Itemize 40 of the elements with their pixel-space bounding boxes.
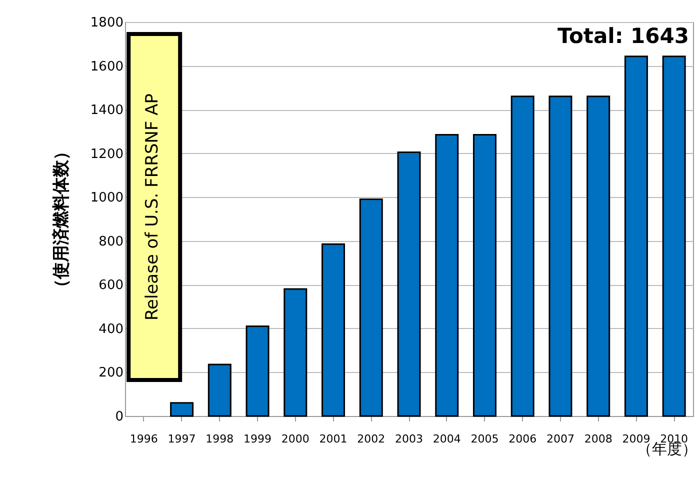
x-tick-label: 2002 [357,432,386,446]
bar [662,56,686,417]
y-tick-label: 1200 [90,146,124,162]
x-tick-label: 2000 [281,432,310,446]
band-label: Release of U.S. FRRSNF AP [142,93,162,321]
y-tick-label: 800 [98,234,124,250]
x-tick-label: 1996 [130,432,158,446]
bar [472,134,496,417]
bar [624,56,648,417]
bar [548,96,572,417]
y-tick-label: 1000 [90,190,124,206]
x-tick-label: 2003 [395,432,423,446]
bar [246,326,270,417]
y-axis-title: （使用済燃料体数） [51,143,72,296]
bar [322,243,346,417]
y-tick-label: 1400 [90,103,124,118]
x-tick-label: 1999 [244,432,272,446]
x-tick-label: 2007 [546,432,574,446]
x-tick-label: 1998 [206,432,234,446]
x-tick-label: 1997 [168,432,196,446]
y-tick-label: 200 [98,366,124,381]
x-tick-label: 2005 [470,432,499,446]
bar [586,96,610,417]
x-tick-label: 2004 [432,432,461,446]
y-tick-label: 600 [98,278,124,294]
y-tick-label: 400 [98,322,124,337]
bar [359,198,383,417]
y-tick-label: 1800 [90,16,124,30]
annotation: Total: 1643 [557,24,689,48]
bar [510,96,534,417]
bar [284,288,308,417]
y-tick-label: 1600 [90,59,124,74]
x-tick-label: 2001 [319,432,348,446]
bar [208,364,232,417]
bar [435,134,459,417]
y-tick-label: 0 [115,410,124,424]
x-tick-label: 2008 [584,432,612,446]
x-tick-label: 2006 [508,432,537,446]
bar [397,151,421,417]
bar [170,402,194,417]
